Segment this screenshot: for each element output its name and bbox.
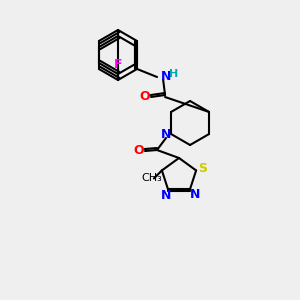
Text: N: N [161,70,171,83]
Text: N: N [161,128,171,142]
Text: S: S [199,162,208,175]
Text: N: N [189,188,200,201]
Text: CH₃: CH₃ [142,173,162,183]
Text: N: N [161,189,172,202]
Text: H: H [169,69,178,79]
Text: O: O [134,145,144,158]
Text: O: O [140,91,150,103]
Text: F: F [114,58,122,71]
